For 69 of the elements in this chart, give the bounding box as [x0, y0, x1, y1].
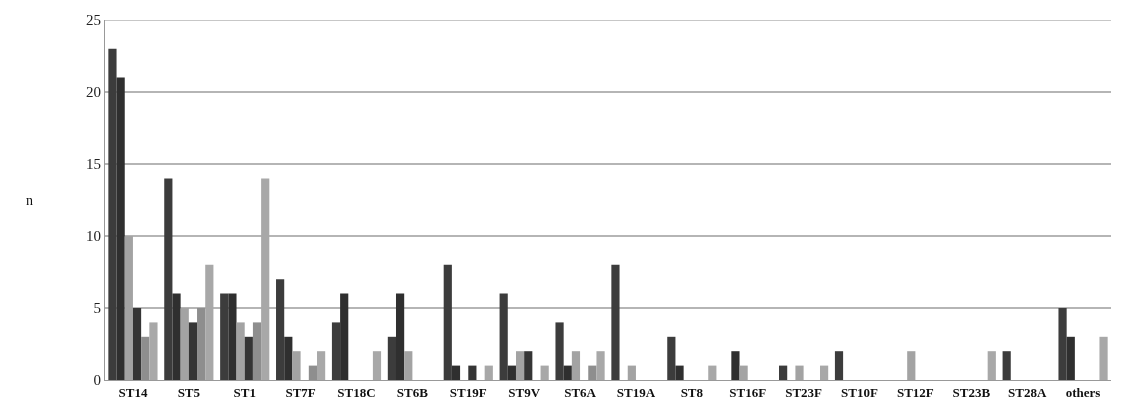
x-tick-label: ST7F	[285, 384, 316, 400]
bar	[108, 48, 117, 380]
bar	[484, 365, 493, 380]
bar	[451, 365, 461, 380]
x-tick-label: ST6B	[396, 384, 429, 400]
y-tick-label: 25	[86, 12, 101, 29]
bar	[220, 293, 229, 380]
x-tick-label: ST19A	[616, 384, 656, 400]
y-axis-title: n	[26, 193, 33, 208]
bar	[731, 351, 740, 380]
bar	[261, 178, 270, 380]
x-tick-label: ST23B	[952, 384, 991, 400]
bar	[1066, 336, 1075, 380]
bar	[468, 365, 477, 380]
bar	[596, 351, 605, 380]
x-tick-label: ST28A	[1008, 384, 1047, 400]
x-tick-label: others	[1065, 384, 1101, 400]
bar	[276, 279, 285, 380]
x-tick-label: ST16F	[729, 384, 767, 400]
bar	[667, 336, 676, 380]
x-tick-label: ST23F	[785, 384, 823, 400]
bar	[834, 351, 844, 380]
bar	[188, 322, 198, 380]
bar	[372, 351, 382, 380]
bar	[1002, 351, 1011, 380]
bar	[563, 365, 572, 380]
bar	[555, 322, 564, 380]
bar	[443, 264, 452, 380]
bar	[395, 293, 405, 380]
bar	[611, 264, 620, 380]
x-tick-label: ST5	[177, 384, 201, 400]
bar	[164, 178, 173, 380]
bar	[820, 365, 829, 380]
bar	[116, 77, 125, 380]
y-tick-label: 5	[93, 300, 101, 317]
bar	[540, 365, 549, 380]
bar	[507, 365, 516, 380]
y-tick-label: 15	[86, 156, 101, 173]
x-tick-label: ST1	[233, 384, 256, 400]
bar	[387, 336, 396, 380]
x-tick-label: ST12F	[896, 384, 934, 400]
y-tick-label: 10	[86, 228, 101, 245]
bar	[675, 365, 684, 380]
bar	[779, 365, 788, 380]
bar	[499, 293, 508, 380]
x-tick-label: ST18C	[337, 384, 376, 400]
bar	[149, 322, 158, 380]
y-tick-label: 20	[86, 84, 101, 101]
bar	[205, 264, 214, 380]
bar	[340, 293, 349, 380]
x-tick-label: ST8	[680, 384, 704, 400]
x-tick-label: ST14	[118, 384, 148, 400]
bar	[331, 322, 341, 380]
bar	[708, 365, 717, 380]
bar	[1058, 308, 1067, 380]
bar	[228, 293, 237, 380]
x-tick-label: ST10F	[841, 384, 878, 400]
bar	[172, 293, 181, 380]
bar	[317, 351, 326, 380]
bar	[987, 351, 996, 380]
x-tick-label: ST19F	[449, 384, 487, 400]
bar	[244, 336, 253, 380]
x-tick-label: ST6A	[564, 384, 597, 400]
bar	[284, 336, 293, 380]
bar	[1099, 336, 1108, 380]
bar	[524, 351, 533, 380]
bar	[132, 308, 142, 380]
y-tick-label: 0	[93, 372, 101, 389]
x-tick-label: ST9V	[508, 384, 541, 400]
